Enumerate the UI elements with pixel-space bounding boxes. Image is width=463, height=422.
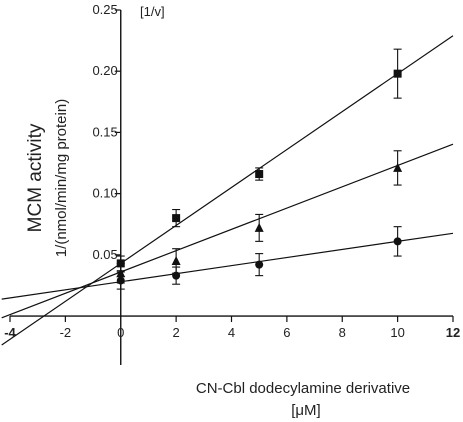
x-axis-label: CN-Cbl dodecylamine derivative xyxy=(196,380,410,397)
point-circle xyxy=(116,276,125,285)
fit-line-square xyxy=(1,35,454,346)
y-unit-label: [1/v] xyxy=(140,4,165,19)
x-tick-label: -4 xyxy=(4,325,16,340)
point-triangle xyxy=(393,162,403,172)
x-tick-label: 8 xyxy=(339,325,346,340)
x-tick-label: 12 xyxy=(446,325,460,340)
y-tick-label: 0.15 xyxy=(92,124,117,139)
y-tick-label: 0.25 xyxy=(92,2,117,17)
x-tick-label: 0 xyxy=(117,325,124,340)
fit-lines xyxy=(1,35,454,346)
y-tick-label: 0.05 xyxy=(92,247,117,262)
point-triangle xyxy=(116,268,126,278)
y-axis-label: MCM activity xyxy=(25,123,46,232)
x-tick-label: 2 xyxy=(173,325,180,340)
y-axis-sublabel: 1/(nmol/min/mg protein) xyxy=(53,99,70,257)
point-circle xyxy=(393,237,402,246)
error-bars xyxy=(116,48,402,290)
data-markers xyxy=(116,69,403,285)
point-square xyxy=(393,69,402,78)
x-tick-label: -2 xyxy=(60,325,72,340)
point-square xyxy=(255,170,264,179)
x-tick-label: 4 xyxy=(228,325,235,340)
x-tick-label: 6 xyxy=(283,325,290,340)
fit-line-circle xyxy=(1,232,454,300)
point-circle xyxy=(172,271,181,280)
point-circle xyxy=(255,260,264,269)
point-triangle xyxy=(171,255,181,265)
point-square xyxy=(172,214,181,223)
x-axis-unit: [μM] xyxy=(291,402,320,419)
x-tick-label: 10 xyxy=(390,325,404,340)
y-tick-label: 0.20 xyxy=(92,63,117,78)
ticks: -4 -2 0 2 4 6 8 10 12 0.05 0.10 0.15 0.20 0.25 xyxy=(4,2,460,340)
fit-line-triangle xyxy=(1,143,454,319)
point-square xyxy=(116,259,125,268)
point-triangle xyxy=(254,222,264,232)
y-tick-label: 0.10 xyxy=(92,186,117,201)
